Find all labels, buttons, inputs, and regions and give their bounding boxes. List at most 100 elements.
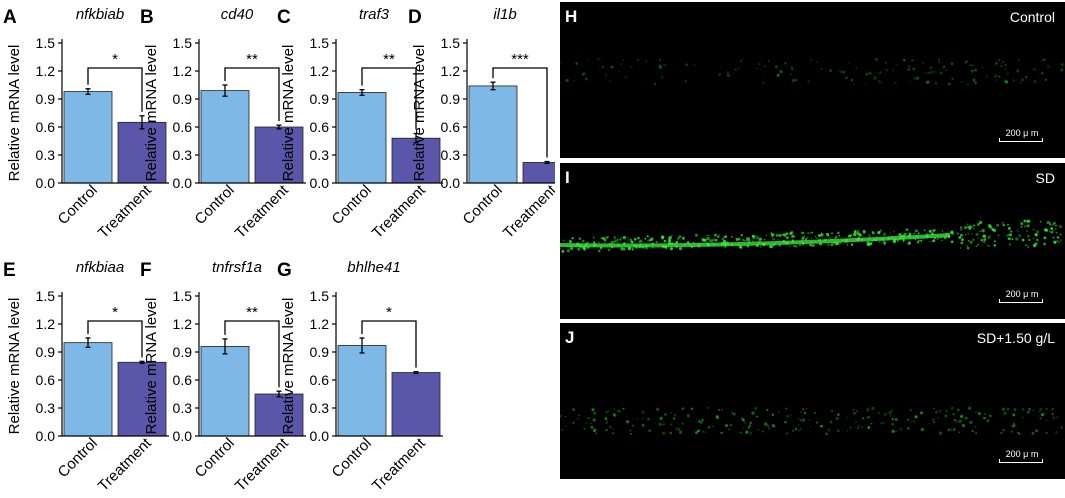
bar-control xyxy=(468,85,518,184)
panel-label: F xyxy=(140,260,152,281)
significance-bracket xyxy=(224,67,280,122)
bar-control xyxy=(63,91,113,184)
significance-marker: ** xyxy=(383,51,395,68)
y-tick-label: 0.6 xyxy=(310,119,330,135)
panel-label: E xyxy=(3,260,16,281)
x-tick-label: Treatment xyxy=(369,434,430,495)
bar-control xyxy=(200,346,250,437)
x-tick-label: Treatment xyxy=(500,181,555,242)
y-tick-label: 0.9 xyxy=(310,91,330,107)
y-axis-label: Relative mRNA level xyxy=(411,45,428,182)
x-tick-label: Treatment xyxy=(95,434,156,495)
condition-label-sd: SD xyxy=(1035,170,1055,186)
chart-title: cd40 xyxy=(221,6,254,23)
chart-title: nfkbiaa xyxy=(76,259,124,276)
significance-bracket xyxy=(361,320,417,368)
x-tick-label: Treatment xyxy=(232,434,293,495)
scale-bar xyxy=(999,459,1043,463)
fluorescence-signal xyxy=(560,57,1065,86)
panel-label: G xyxy=(277,260,292,281)
y-tick-label: 0.9 xyxy=(36,344,56,360)
scale-bar-label: 200 μ m xyxy=(1005,289,1039,299)
chart-title: traf3 xyxy=(359,6,390,23)
y-axis-label: Relative mRNA level xyxy=(143,298,160,435)
micrograph-h: H Control 200 μ m xyxy=(560,2,1065,158)
y-tick-label: 1.2 xyxy=(36,316,56,332)
panel-label: B xyxy=(140,7,154,28)
x-tick-label: Control xyxy=(55,435,101,481)
y-tick-label: 1.2 xyxy=(310,63,330,79)
y-tick-label: 1.2 xyxy=(310,316,330,332)
y-tick-label: 0.9 xyxy=(173,344,193,360)
y-tick-label: 0.0 xyxy=(310,175,330,191)
chart-title: il1b xyxy=(493,6,516,23)
scale-bar xyxy=(999,138,1043,142)
condition-label-control: Control xyxy=(1009,9,1055,25)
y-tick-label: 1.2 xyxy=(441,63,461,79)
y-tick-label: 0.0 xyxy=(441,175,461,191)
bar-control xyxy=(337,92,387,184)
significance-bracket xyxy=(224,320,280,388)
panel-label-i: I xyxy=(565,168,570,187)
x-tick-label: Control xyxy=(192,435,238,481)
chart-title: nfkbiab xyxy=(76,6,124,23)
x-tick-label: Treatment xyxy=(95,181,156,242)
y-tick-label: 1.5 xyxy=(173,288,193,304)
y-tick-label: 1.2 xyxy=(173,316,193,332)
y-axis-label: Relative mRNA level xyxy=(280,298,297,435)
y-tick-label: 0.3 xyxy=(36,400,56,416)
y-tick-label: 0.0 xyxy=(310,428,330,444)
y-tick-label: 0.6 xyxy=(36,372,56,388)
y-tick-label: 0.6 xyxy=(173,372,193,388)
y-tick-label: 1.5 xyxy=(310,35,330,51)
y-tick-label: 1.5 xyxy=(441,35,461,51)
y-tick-label: 0.6 xyxy=(310,372,330,388)
x-tick-label: Treatment xyxy=(232,181,293,242)
y-axis-label: Relative mRNA level xyxy=(280,45,297,182)
y-tick-label: 0.0 xyxy=(36,175,56,191)
y-tick-label: 0.0 xyxy=(36,428,56,444)
y-tick-label: 1.5 xyxy=(36,288,56,304)
scale-bar-label: 200 μ m xyxy=(1005,128,1039,138)
y-tick-label: 1.5 xyxy=(173,35,193,51)
y-tick-label: 0.3 xyxy=(173,147,193,163)
significance-marker: ** xyxy=(246,304,258,321)
y-tick-label: 0.3 xyxy=(310,400,330,416)
scale-bar-label: 200 μ m xyxy=(1005,449,1039,459)
panel-label: A xyxy=(3,7,17,28)
y-tick-label: 0.9 xyxy=(310,344,330,360)
fluorescence-signal xyxy=(560,219,1063,253)
significance-marker: ** xyxy=(246,51,258,68)
micrograph-j: J SD+1.50 g/L 200 μ m xyxy=(560,323,1065,479)
significance-marker: * xyxy=(112,51,118,68)
significance-bracket xyxy=(87,67,143,112)
x-tick-label: Control xyxy=(192,182,238,228)
y-tick-label: 1.2 xyxy=(173,63,193,79)
y-axis-label: Relative mRNA level xyxy=(6,298,23,435)
x-tick-label: Treatment xyxy=(369,181,430,242)
y-tick-label: 0.6 xyxy=(36,119,56,135)
y-axis-label: Relative mRNA level xyxy=(143,45,160,182)
y-tick-label: 0.3 xyxy=(310,147,330,163)
y-tick-label: 1.2 xyxy=(36,63,56,79)
significance-marker: * xyxy=(386,304,392,321)
chart-title: tnfrsf1a xyxy=(212,259,262,276)
bar-treatment xyxy=(391,372,441,437)
significance-bracket xyxy=(87,320,143,358)
y-tick-label: 0.3 xyxy=(441,147,461,163)
bar-control xyxy=(337,345,387,437)
panel-label-j: J xyxy=(565,328,575,347)
significance-marker: * xyxy=(112,304,118,321)
significance-bracket xyxy=(361,67,417,130)
y-tick-label: 0.3 xyxy=(36,147,56,163)
bar-treatment xyxy=(254,126,304,184)
fluorescence-signal xyxy=(560,406,1064,435)
condition-label-sd-treatment: SD+1.50 g/L xyxy=(976,330,1055,346)
significance-bracket xyxy=(492,67,548,158)
y-axis-label: Relative mRNA level xyxy=(6,45,23,182)
x-tick-label: Control xyxy=(329,435,375,481)
panel-label: D xyxy=(408,7,422,28)
